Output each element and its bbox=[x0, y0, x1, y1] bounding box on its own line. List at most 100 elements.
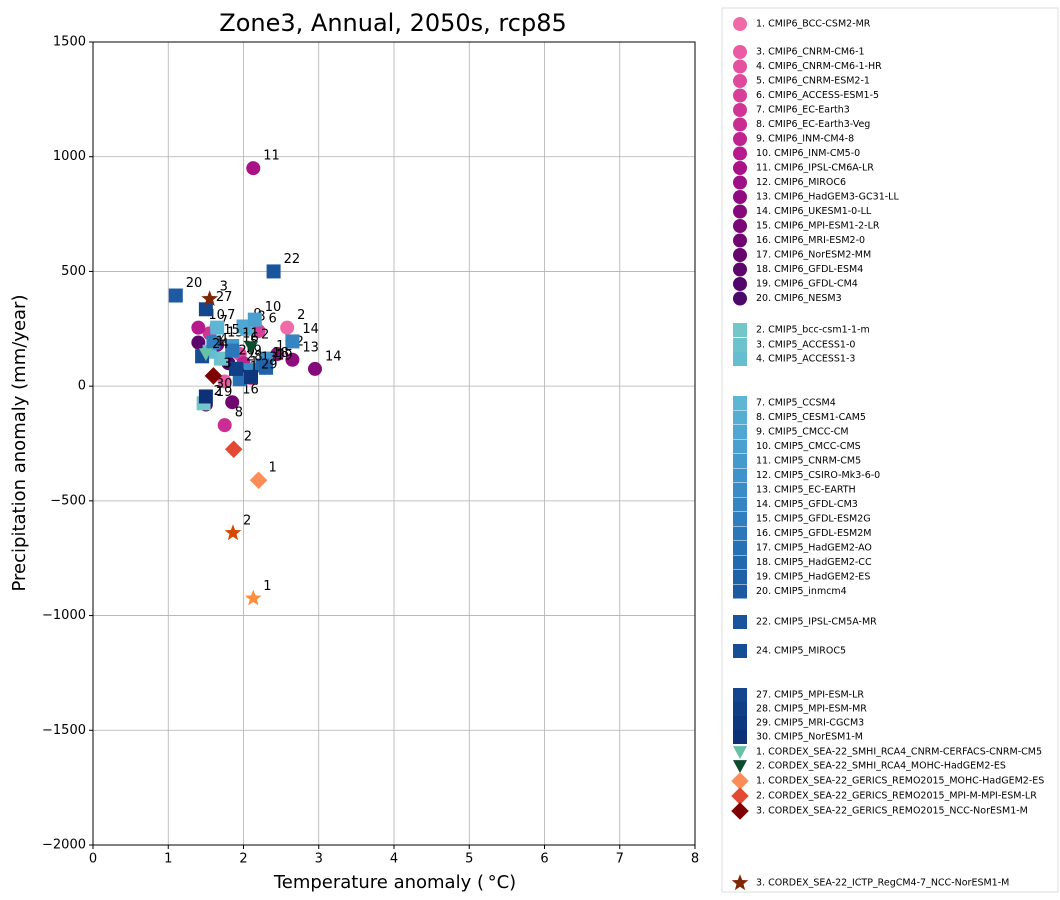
point-label: 19 bbox=[216, 385, 233, 400]
legend-label: 3. CMIP5_ACCESS1-0 bbox=[756, 340, 855, 351]
point-label: 8 bbox=[235, 406, 243, 421]
legend-marker bbox=[733, 396, 747, 410]
point-label: 2 bbox=[297, 308, 305, 323]
legend-marker bbox=[733, 760, 747, 773]
legend-marker bbox=[733, 338, 747, 352]
point-label: 14 bbox=[325, 349, 342, 364]
legend-label: 18. CMIP6_GFDL-ESM4 bbox=[756, 264, 863, 275]
x-tick-label: 8 bbox=[691, 852, 699, 867]
legend-marker bbox=[733, 541, 747, 555]
legend-label: 17. CMIP6_NorESM2-MM bbox=[756, 250, 871, 261]
legend-marker bbox=[733, 248, 747, 262]
point-label: 24 bbox=[212, 337, 229, 352]
point-label: 19 bbox=[276, 348, 293, 363]
legend-marker bbox=[733, 526, 747, 541]
chart-title: Zone3, Annual, 2050s, rcp85 bbox=[219, 9, 566, 37]
legend-label: 16. CMIP5_GFDL-ESM2M bbox=[756, 528, 871, 539]
legend-label: 18. CMIP5_HadGEM2-CC bbox=[756, 557, 872, 568]
circle-point bbox=[251, 324, 266, 339]
legend-marker bbox=[733, 497, 747, 512]
point-label: 11 bbox=[263, 149, 280, 164]
y-tick-label: 500 bbox=[61, 264, 86, 279]
point-label: 30 bbox=[216, 377, 233, 392]
square-point bbox=[236, 319, 251, 334]
legend-marker bbox=[733, 190, 747, 204]
legend-marker bbox=[733, 483, 747, 497]
legend-label: 11. CMIP5_CNRM-CM5 bbox=[756, 456, 861, 467]
point-label: 2 bbox=[261, 328, 269, 343]
legend-marker bbox=[733, 45, 747, 59]
point-label: 3 bbox=[223, 356, 231, 371]
plot-frame bbox=[92, 41, 696, 846]
legend-label: 3. CORDEX_SEA-22_ICTP_RegCM4-7_NCC-NorES… bbox=[756, 878, 1009, 889]
legend-marker bbox=[731, 772, 749, 790]
legend-marker bbox=[733, 277, 747, 291]
star-point bbox=[245, 589, 262, 606]
legend-marker bbox=[733, 74, 747, 88]
legend-label: 8. CMIP6_EC-Earth3-Veg bbox=[756, 119, 870, 130]
legend-label: 3. CMIP6_CNRM-CM6-1 bbox=[756, 47, 865, 58]
legend-marker bbox=[733, 425, 747, 439]
triangle-point bbox=[198, 348, 213, 362]
legend-marker bbox=[733, 17, 747, 31]
point-label: 7 bbox=[227, 308, 235, 323]
legend-marker bbox=[733, 584, 747, 599]
legend-label: 4. CMIP6_CNRM-CM6-1-HR bbox=[756, 61, 882, 72]
legend-label: 2. CMIP5_bcc-csm1-1-m bbox=[756, 325, 870, 336]
legend-marker bbox=[733, 702, 747, 716]
legend-label: 19. CMIP5_HadGEM2-ES bbox=[756, 572, 870, 583]
x-tick-label: 6 bbox=[540, 852, 548, 867]
x-tick-label: 7 bbox=[616, 852, 624, 867]
point-label: 1 bbox=[269, 461, 277, 476]
y-tick-label: 0 bbox=[78, 379, 86, 394]
legend-label: 12. CMIP6_MIROC6 bbox=[756, 177, 846, 188]
legend-marker bbox=[733, 512, 747, 526]
point-label: 28 bbox=[246, 349, 263, 364]
diamond-point bbox=[224, 440, 243, 458]
point-label: 27 bbox=[216, 290, 233, 305]
legend-label: 17. CMIP5_HadGEM2-AO bbox=[756, 543, 872, 554]
legend-marker bbox=[733, 323, 747, 337]
square-point bbox=[225, 343, 240, 358]
x-axis-label: Temperature anomaly ( °C) bbox=[273, 872, 516, 893]
point-label: 18 bbox=[272, 346, 289, 361]
circle-point bbox=[246, 161, 261, 176]
legend-label: 12. CMIP5_CSIRO-Mk3-6-0 bbox=[756, 470, 880, 481]
circle-point bbox=[217, 374, 232, 389]
legend-label: 16. CMIP6_MRI-ESM2-0 bbox=[756, 235, 865, 246]
legend-label: 20. CMIP6_NESM3 bbox=[756, 293, 842, 304]
legend-marker bbox=[733, 219, 747, 233]
square-point bbox=[228, 361, 243, 376]
point-label: 2 bbox=[243, 513, 251, 528]
square-point bbox=[168, 288, 183, 303]
triangle-point bbox=[244, 341, 259, 355]
square-point bbox=[259, 360, 274, 375]
point-label: 1 bbox=[263, 579, 271, 594]
legend-label: 13. CMIP5_EC-EARTH bbox=[756, 485, 856, 496]
legend-label: 14. CMIP6_UKESM1-0-LL bbox=[756, 206, 872, 217]
x-tick-label: 4 bbox=[390, 852, 398, 867]
circle-point bbox=[217, 418, 232, 433]
legend-marker bbox=[733, 59, 747, 74]
point-label: 10 bbox=[265, 300, 282, 315]
point-label: 14 bbox=[302, 322, 319, 337]
diamond-point bbox=[204, 367, 223, 385]
legend-label: 20. CMIP5_inmcm4 bbox=[756, 586, 847, 597]
legend-marker bbox=[733, 175, 747, 190]
circle-point bbox=[280, 320, 295, 335]
y-tick-label: −1500 bbox=[42, 723, 86, 738]
legend-label: 4. CMIP5_ACCESS1-3 bbox=[756, 354, 855, 365]
legend-marker bbox=[733, 730, 747, 744]
diamond-point bbox=[249, 471, 268, 489]
legend-marker bbox=[731, 802, 749, 820]
point-label: 29 bbox=[261, 357, 278, 372]
y-tick-label: 1000 bbox=[53, 149, 86, 164]
legend-label: 7. CMIP5_CCSM4 bbox=[756, 398, 836, 409]
legend-label: 15. CMIP6_MPI-ESM1-2-LR bbox=[756, 221, 880, 232]
legend-label: 22. CMIP5_IPSL-CM5A-MR bbox=[756, 617, 877, 628]
square-point bbox=[210, 320, 225, 335]
y-tick-label: −500 bbox=[50, 493, 86, 508]
square-point bbox=[198, 389, 213, 404]
legend-label: 9. CMIP6_INM-CM4-8 bbox=[756, 134, 854, 145]
